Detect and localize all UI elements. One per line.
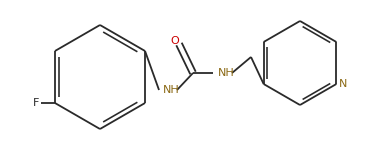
Text: NH: NH xyxy=(163,85,180,95)
Text: O: O xyxy=(171,36,179,46)
Text: N: N xyxy=(339,79,348,89)
Text: NH: NH xyxy=(218,68,235,78)
Text: F: F xyxy=(33,98,39,108)
